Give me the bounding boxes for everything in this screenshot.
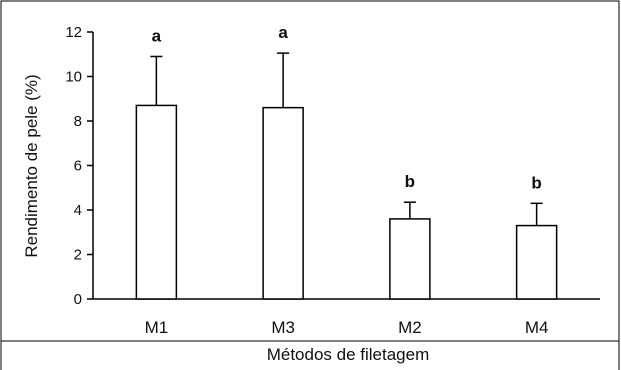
category-label-m1: M1 bbox=[145, 318, 169, 337]
category-label-m4: M4 bbox=[525, 318, 549, 337]
category-labels: M1 M3 M2 M4 bbox=[145, 318, 549, 337]
bars bbox=[135, 104, 558, 300]
significance-letter-m4: b bbox=[531, 173, 541, 192]
bar-m4 bbox=[515, 224, 558, 300]
y-ticks: 0 2 4 6 8 10 12 bbox=[65, 24, 93, 308]
y-tick-label: 0 bbox=[74, 291, 82, 308]
bar-m3 bbox=[262, 106, 304, 300]
bar-m2 bbox=[389, 218, 431, 300]
y-tick-label: 10 bbox=[65, 69, 82, 86]
x-axis-title: Métodos de filetagem bbox=[267, 345, 430, 364]
y-axis: 0 2 4 6 8 10 12 bbox=[65, 24, 94, 308]
error-bars bbox=[150, 52, 543, 226]
bar-m1 bbox=[135, 104, 178, 300]
y-tick-label: 2 bbox=[74, 247, 82, 264]
y-tick-label: 4 bbox=[74, 202, 82, 219]
y-tick-label: 12 bbox=[65, 24, 82, 41]
category-label-m2: M2 bbox=[398, 318, 422, 337]
significance-letter-m1: a bbox=[152, 26, 162, 45]
significance-letter-m2: b bbox=[405, 172, 415, 191]
y-axis-title: Rendimento de pele (%) bbox=[22, 74, 41, 257]
significance-letter-m3: a bbox=[278, 23, 288, 42]
y-tick-label: 6 bbox=[74, 158, 82, 175]
significance-letters: a a b b bbox=[152, 23, 542, 192]
category-label-m3: M3 bbox=[271, 318, 295, 337]
y-tick-label: 8 bbox=[74, 113, 82, 130]
